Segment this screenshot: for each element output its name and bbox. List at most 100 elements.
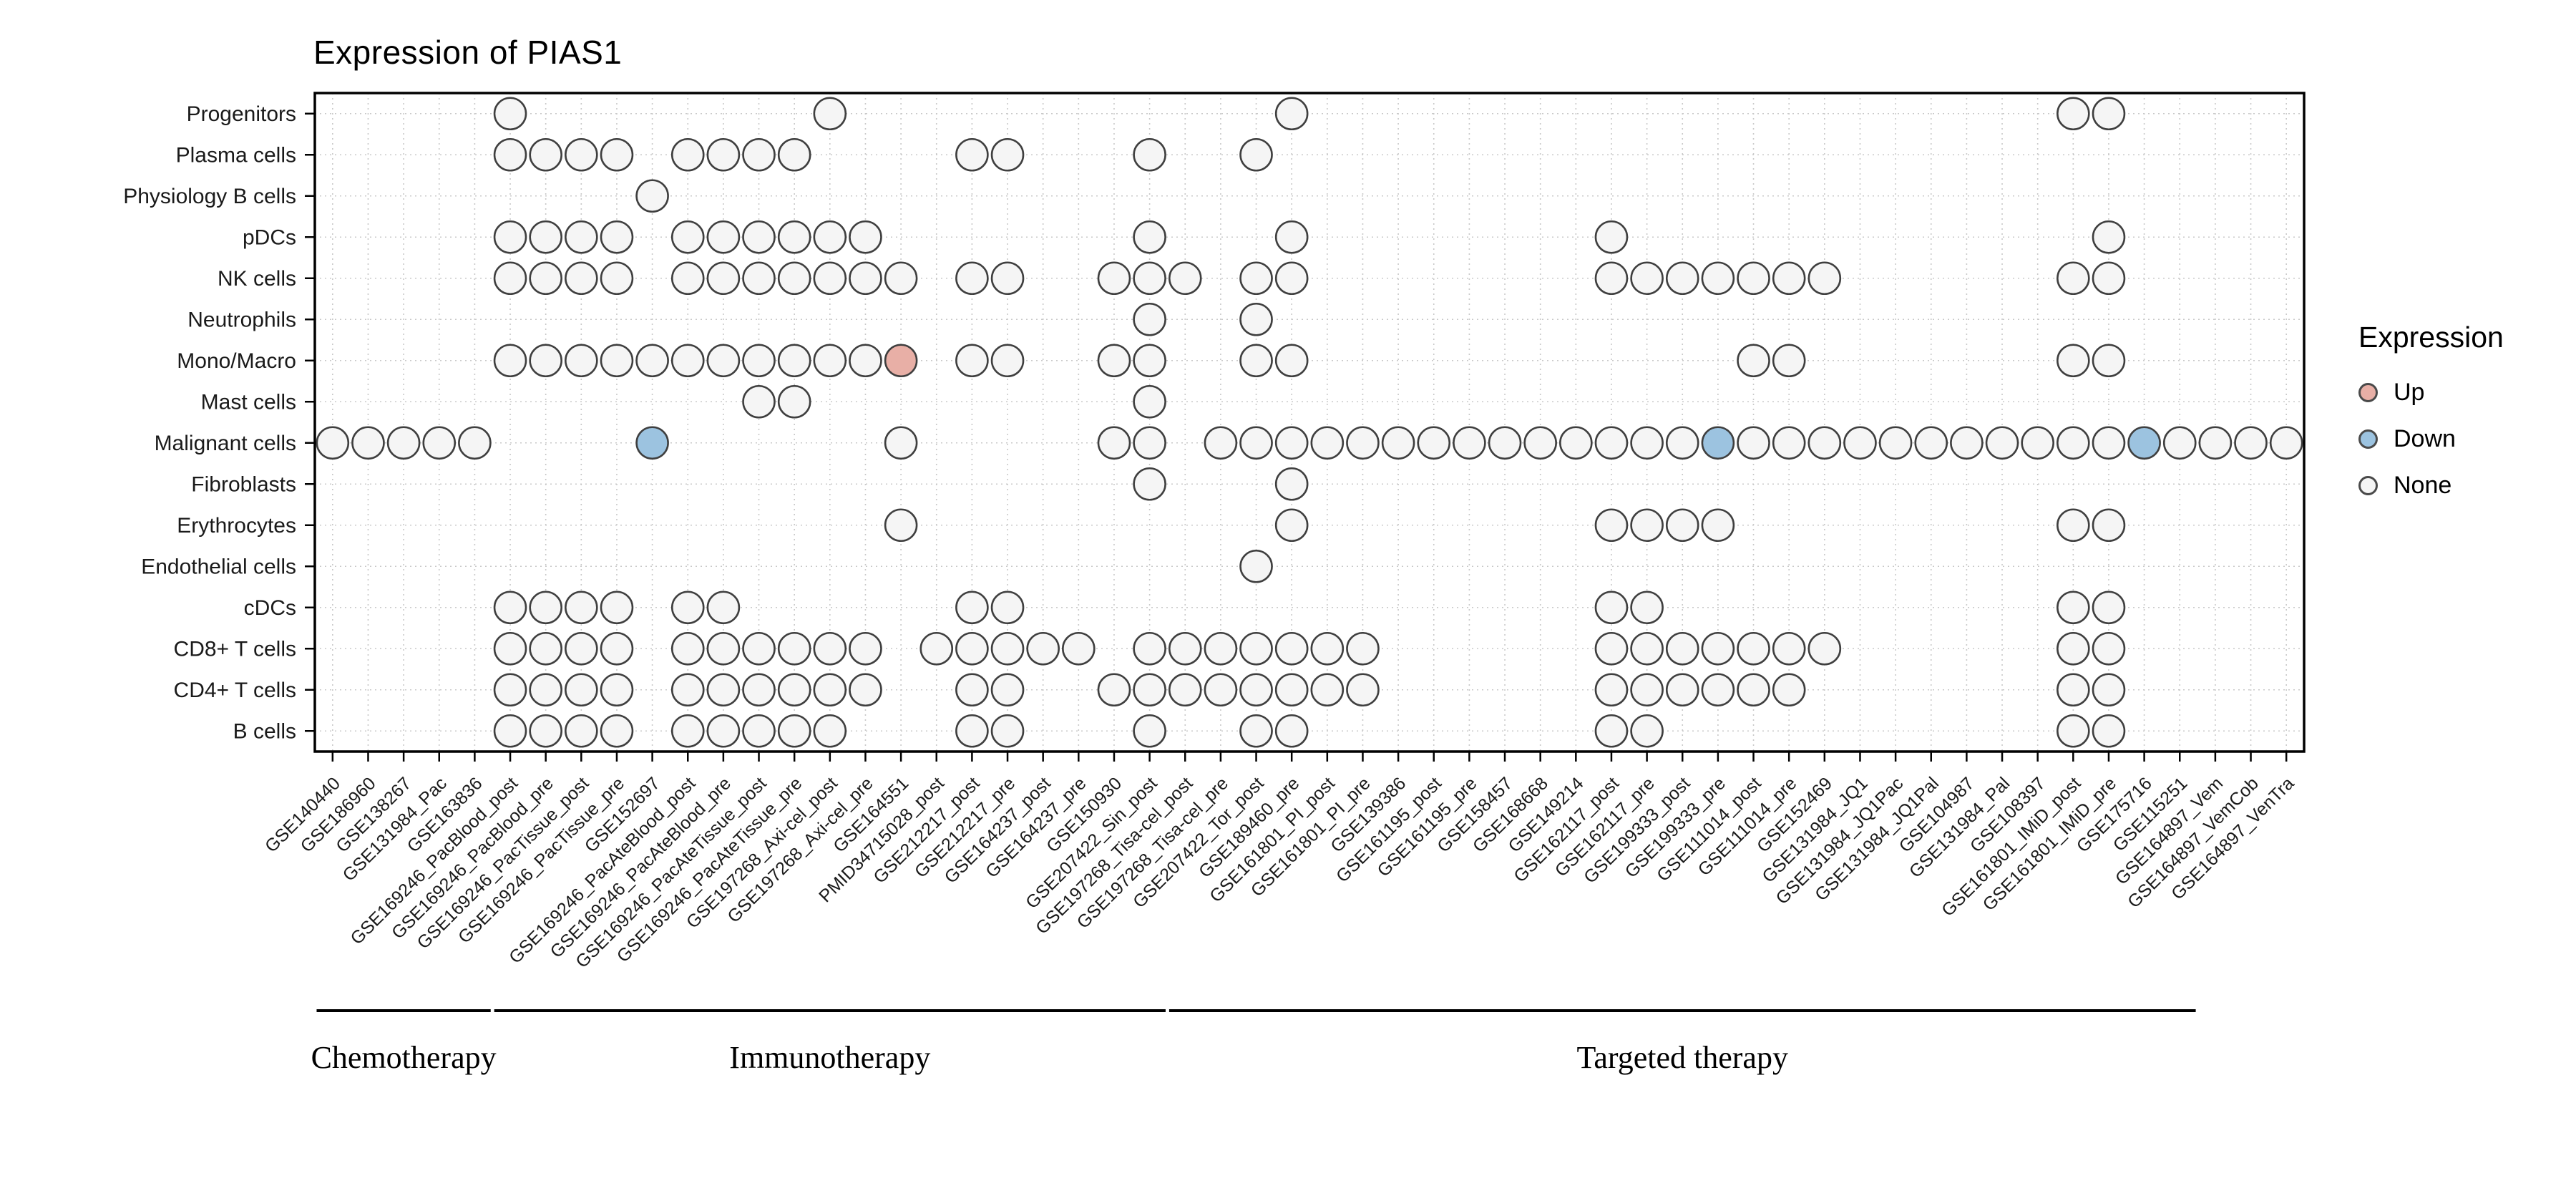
y-tick-label: Mast cells <box>201 390 296 414</box>
expression-dot <box>1310 426 1345 460</box>
expression-dot <box>742 344 776 378</box>
x-axis-labels: GSE140440GSE186960GSE138267GSE131984_Pac… <box>261 773 2298 972</box>
expression-dot <box>990 590 1025 625</box>
expression-dot <box>529 714 562 748</box>
expression-dot <box>1274 508 1309 543</box>
expression-dot <box>529 344 562 378</box>
expression-dot <box>529 261 562 296</box>
none-dot-icon <box>2358 476 2378 495</box>
expression-dot <box>1239 714 1273 748</box>
expression-dot <box>955 631 989 666</box>
expression-dot <box>2057 508 2090 543</box>
expression-dot <box>493 220 527 254</box>
expression-dot <box>1239 344 1273 378</box>
expression-dot <box>1274 261 1309 296</box>
expression-dot <box>1274 714 1309 748</box>
expression-dot <box>2092 673 2126 707</box>
expression-dot <box>884 344 918 378</box>
expression-dot <box>670 631 705 666</box>
expression-dot <box>529 590 562 625</box>
expression-dot <box>1737 426 1770 460</box>
expression-dot <box>1026 631 1060 666</box>
expression-dot <box>1133 220 1166 254</box>
expression-dot <box>1133 261 1166 296</box>
expression-dot <box>670 220 705 254</box>
y-tick-label: Progenitors <box>187 102 296 126</box>
expression-dot <box>1133 344 1166 378</box>
expression-dot <box>1239 549 1273 583</box>
expression-dot <box>635 179 669 213</box>
expression-dot <box>884 261 918 296</box>
expression-dot <box>635 344 669 378</box>
expression-dot <box>2057 344 2090 378</box>
expression-dot <box>529 220 562 254</box>
expression-dot <box>1878 426 1913 460</box>
expression-dot <box>1346 426 1380 460</box>
expression-dot <box>2057 714 2090 748</box>
expression-dot <box>600 344 634 378</box>
axis-ticks <box>305 112 2288 762</box>
expression-dot <box>706 673 741 707</box>
legend-item-up: Up <box>2358 379 2504 407</box>
expression-dot <box>1133 714 1166 748</box>
dot-matrix <box>316 97 2303 748</box>
expression-dot <box>670 590 705 625</box>
expression-dot <box>493 590 527 625</box>
expression-dot <box>919 631 954 666</box>
expression-dot <box>1204 426 1238 460</box>
expression-dot <box>955 714 989 748</box>
y-axis-labels: Progenitors Plasma cells Physiology B cell… <box>123 102 296 744</box>
expression-dot <box>1914 426 1948 460</box>
expression-dot <box>493 673 527 707</box>
expression-dot <box>493 137 527 172</box>
expression-dot <box>1274 631 1309 666</box>
expression-dot <box>813 261 847 296</box>
expression-dot <box>2092 508 2126 543</box>
expression-dot <box>2021 426 2054 460</box>
expression-dot <box>884 426 918 460</box>
expression-dot <box>2057 590 2090 625</box>
expression-dot <box>2057 673 2090 707</box>
expression-dot <box>493 631 527 666</box>
expression-dot <box>849 673 882 707</box>
expression-dot <box>2092 97 2126 131</box>
expression-dot <box>386 426 421 460</box>
expression-dot <box>2127 426 2161 460</box>
expression-dot <box>2057 261 2090 296</box>
y-tick-label: NK cells <box>218 267 296 291</box>
expression-dot <box>1807 426 1842 460</box>
expression-dot <box>565 714 598 748</box>
expression-dot <box>1133 631 1166 666</box>
expression-dot <box>777 673 811 707</box>
expression-dot <box>1630 631 1664 666</box>
expression-dot <box>1807 631 1842 666</box>
expression-dot <box>849 261 882 296</box>
expression-dot <box>1239 302 1273 336</box>
expression-dot <box>1665 673 1699 707</box>
expression-dot <box>1665 631 1699 666</box>
expression-dot <box>1239 631 1273 666</box>
y-tick-label: Fibroblasts <box>191 472 296 496</box>
expression-dot <box>742 384 776 419</box>
expression-dot <box>1239 673 1273 707</box>
expression-dot <box>1274 467 1309 501</box>
expression-dot <box>849 344 882 378</box>
expression-dot <box>849 220 882 254</box>
expression-dot <box>1274 426 1309 460</box>
expression-dot <box>742 220 776 254</box>
expression-dot <box>565 673 598 707</box>
legend-item-down: Down <box>2358 425 2504 453</box>
expression-dot <box>1950 426 1984 460</box>
expression-dot <box>1559 426 1593 460</box>
expression-dot <box>1665 508 1699 543</box>
expression-dot <box>777 714 811 748</box>
down-dot-icon <box>2358 429 2378 449</box>
expression-dot <box>493 344 527 378</box>
expression-dot <box>1453 426 1486 460</box>
expression-dot <box>1417 426 1451 460</box>
expression-dot <box>813 673 847 707</box>
expression-dot <box>2057 631 2090 666</box>
expression-dot <box>1168 631 1202 666</box>
expression-dot <box>1665 261 1699 296</box>
expression-dot <box>351 426 385 460</box>
